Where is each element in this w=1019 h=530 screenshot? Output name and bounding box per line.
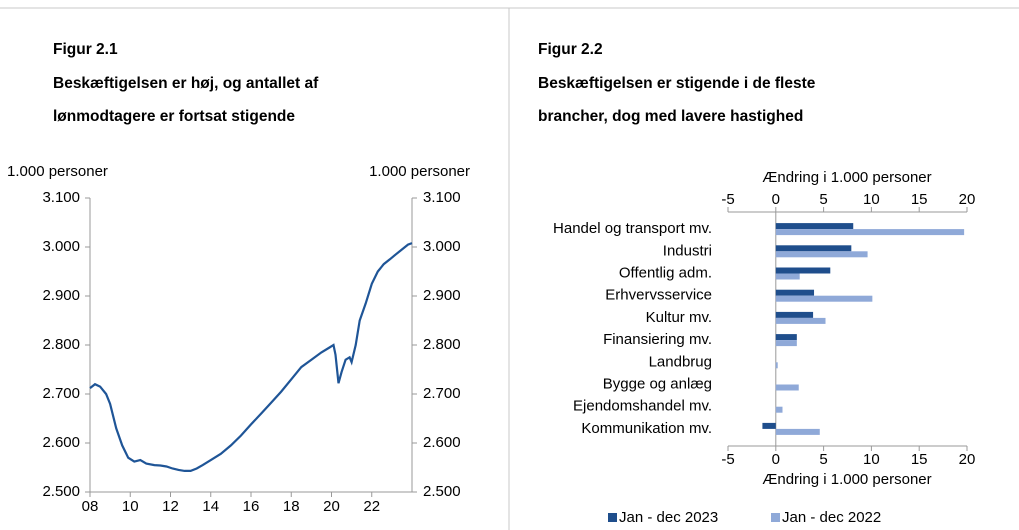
- y2-tick-label: 3.100: [423, 189, 461, 206]
- y2-tick-label: 3.000: [423, 238, 461, 255]
- x-tick-label: 10: [863, 191, 880, 208]
- x-tick-label: 5: [819, 451, 827, 468]
- bar: [775, 334, 797, 341]
- x-axis-label: Ændring i 1.000 personer: [762, 471, 931, 488]
- y2-tick-label: 2.500: [423, 483, 461, 500]
- x-tick-label: 12: [162, 498, 179, 515]
- x-tick-label: 16: [243, 498, 260, 515]
- bar: [775, 295, 873, 302]
- category-label: Ejendomshandel mv.: [573, 398, 712, 415]
- x-tick-label: 15: [911, 191, 928, 208]
- bar: [775, 229, 965, 236]
- bar: [775, 273, 800, 280]
- bar: [775, 311, 814, 318]
- y-axis-label: 1.000 personer: [7, 163, 108, 180]
- category-label: Kultur mv.: [646, 309, 712, 326]
- category-label: Finansiering mv.: [603, 331, 712, 348]
- bar: [775, 406, 783, 413]
- chart-title: lønmodtagere er fortsat stigende: [53, 108, 295, 125]
- y-tick-label: 2.500: [42, 483, 80, 500]
- y-tick-label: 3.000: [42, 238, 80, 255]
- x-tick-label: -5: [721, 451, 734, 468]
- x-tick-label: 0: [772, 191, 780, 208]
- bar: [775, 251, 868, 258]
- y2-tick-label: 2.700: [423, 385, 461, 402]
- category-label: Offentlig adm.: [619, 264, 712, 281]
- y2-tick-label: 2.600: [423, 434, 461, 451]
- chart-title: Beskæftigelsen er høj, og antallet af: [53, 75, 319, 92]
- legend-label: Jan - dec 2023: [619, 509, 718, 526]
- category-label: Erhvervsservice: [605, 287, 712, 304]
- x-tick-label: 10: [863, 451, 880, 468]
- category-label: Kommunikation mv.: [581, 420, 712, 437]
- x-tick-label: 5: [819, 191, 827, 208]
- bar: [775, 267, 831, 274]
- x-tick-label: 22: [363, 498, 380, 515]
- bar: [775, 245, 852, 252]
- bar: [762, 422, 776, 429]
- x-tick-label: -5: [721, 191, 734, 208]
- category-label: Bygge og anlæg: [603, 375, 712, 392]
- x-axis-label: Ændring i 1.000 personer: [762, 169, 931, 186]
- category-label: Handel og transport mv.: [553, 220, 712, 237]
- chart-title: Beskæftigelsen er stigende i de fleste: [538, 75, 816, 92]
- legend-label: Jan - dec 2022: [782, 509, 881, 526]
- bar: [775, 223, 854, 230]
- x-tick-label: 20: [959, 451, 976, 468]
- y-tick-label: 2.600: [42, 434, 80, 451]
- bar: [775, 428, 820, 435]
- legend-swatch: [608, 513, 617, 522]
- x-tick-label: 15: [911, 451, 928, 468]
- legend-swatch: [771, 513, 780, 522]
- x-tick-label: 18: [283, 498, 300, 515]
- y-tick-label: 2.700: [42, 385, 80, 402]
- x-tick-label: 20: [959, 191, 976, 208]
- figure-label: Figur 2.2: [538, 41, 603, 58]
- y-tick-label: 2.800: [42, 336, 80, 353]
- category-label: Industri: [663, 242, 712, 259]
- bar: [775, 384, 799, 391]
- x-tick-label: 14: [202, 498, 219, 515]
- figure-label: Figur 2.1: [53, 41, 118, 58]
- y-tick-label: 2.900: [42, 287, 80, 304]
- x-tick-label: 08: [82, 498, 99, 515]
- bar: [775, 317, 826, 324]
- y2-tick-label: 2.900: [423, 287, 461, 304]
- category-label: Landbrug: [649, 353, 712, 370]
- line-series: [89, 242, 413, 472]
- y-tick-label: 3.100: [42, 189, 80, 206]
- x-tick-label: 10: [122, 498, 139, 515]
- chart-title: brancher, dog med lavere hastighed: [538, 108, 803, 125]
- x-tick-label: 20: [323, 498, 340, 515]
- y2-tick-label: 2.800: [423, 336, 461, 353]
- bar: [775, 289, 815, 296]
- x-tick-label: 0: [772, 451, 780, 468]
- y2-axis-label: 1.000 personer: [369, 163, 470, 180]
- bar: [775, 340, 797, 347]
- bar: [775, 362, 778, 369]
